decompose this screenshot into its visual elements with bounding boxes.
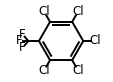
Text: Cl: Cl (72, 5, 83, 18)
Text: F: F (19, 41, 26, 54)
Text: Cl: Cl (38, 64, 50, 77)
Text: Cl: Cl (38, 5, 50, 18)
Text: F: F (16, 35, 22, 47)
Text: Cl: Cl (72, 64, 83, 77)
Text: F: F (19, 28, 26, 41)
Text: Cl: Cl (88, 35, 100, 47)
